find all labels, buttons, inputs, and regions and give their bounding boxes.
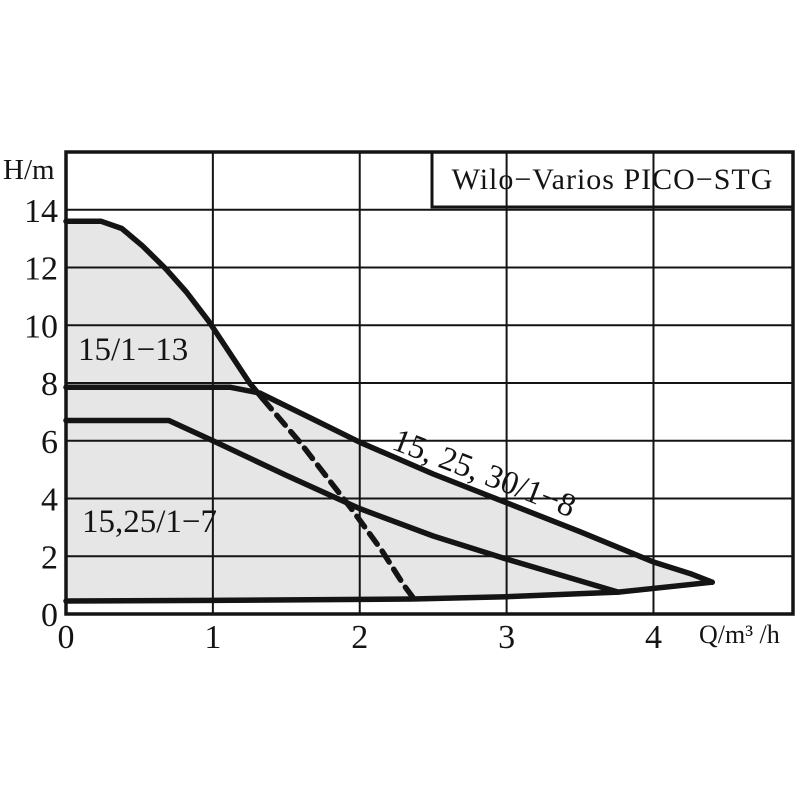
y-tick-label: 8: [41, 366, 58, 403]
y-tick-label: 6: [41, 424, 58, 461]
region-label-15-25-1-7: 15,25/1−7: [82, 504, 218, 540]
x-axis-label: Q/m³ /h: [699, 620, 780, 649]
x-tick-label: 0: [58, 619, 75, 656]
curve-15-1-13-max-curve-continuation: [260, 396, 417, 602]
plot-border: [64, 150, 795, 616]
region-label-15-1-13: 15/1−13: [78, 332, 189, 368]
operating-envelope-fill: [66, 221, 713, 602]
x-tick-label: 3: [498, 619, 515, 656]
y-tick-label: 4: [41, 482, 58, 519]
curve-15-25-30-1-8-max-curve: [63, 384, 715, 585]
y-tick-label: 14: [24, 193, 58, 230]
y-axis-label: H/m: [3, 154, 55, 186]
x-tick-label: 4: [645, 619, 662, 656]
curve-15-1-13-max-curve: [63, 218, 266, 402]
y-tick-label: 10: [24, 308, 58, 345]
curve-15-25-1-7-max-curve: [63, 417, 621, 595]
chart-title: Wilo−Varios PICO−STG: [451, 162, 774, 196]
title-box: [430, 150, 795, 209]
y-tick-label: 0: [41, 597, 58, 634]
curve-min-curve: [63, 579, 715, 604]
y-tick-label: 2: [41, 539, 58, 576]
y-tick-label: 12: [24, 251, 58, 288]
x-tick-label: 2: [351, 619, 368, 656]
x-tick-label: 1: [204, 619, 221, 656]
